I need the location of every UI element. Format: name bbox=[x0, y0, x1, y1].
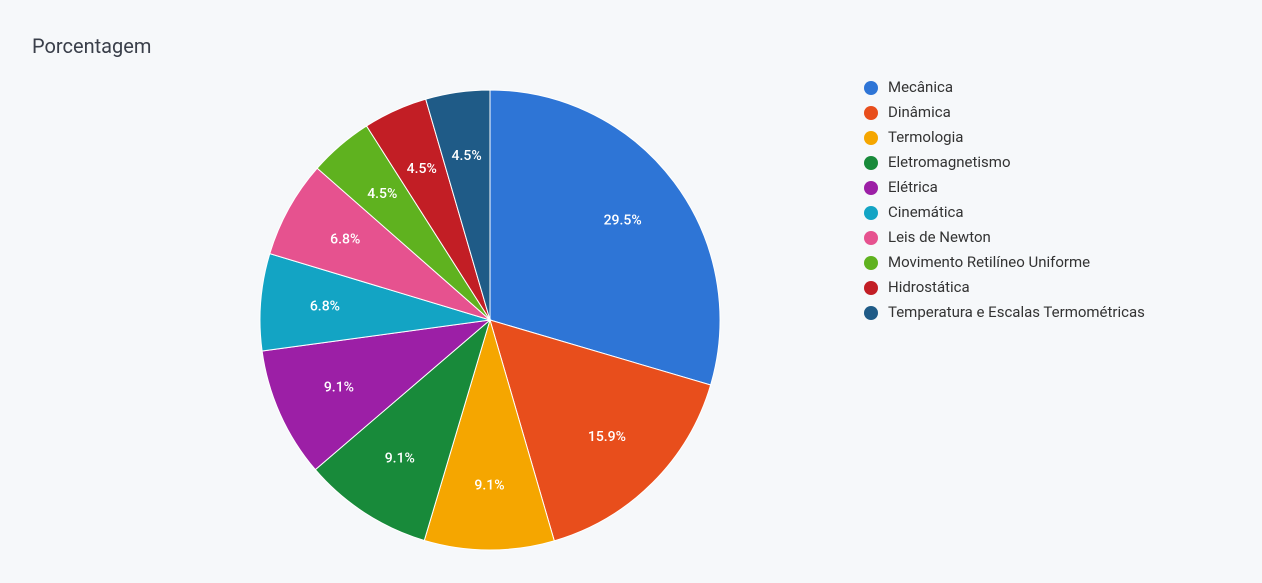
legend-item[interactable]: Dinâmica bbox=[864, 105, 1145, 120]
legend-item[interactable]: Eletromagnetismo bbox=[864, 155, 1145, 170]
legend-swatch bbox=[864, 131, 878, 145]
legend-label: Hidrostática bbox=[888, 280, 970, 295]
legend-item[interactable]: Cinemática bbox=[864, 205, 1145, 220]
slice-percent-label: 6.8% bbox=[330, 231, 360, 247]
legend-label: Leis de Newton bbox=[888, 230, 991, 245]
slice-percent-label: 15.9% bbox=[588, 429, 626, 445]
slice-percent-label: 4.5% bbox=[407, 161, 437, 177]
legend-swatch bbox=[864, 206, 878, 220]
slice-percent-label: 9.1% bbox=[385, 451, 415, 467]
legend-label: Elétrica bbox=[888, 180, 938, 195]
legend-item[interactable]: Hidrostática bbox=[864, 280, 1145, 295]
legend-label: Movimento Retilíneo Uniforme bbox=[888, 255, 1090, 270]
legend-item[interactable]: Movimento Retilíneo Uniforme bbox=[864, 255, 1145, 270]
legend-label: Temperatura e Escalas Termométricas bbox=[888, 305, 1145, 320]
legend-label: Eletromagnetismo bbox=[888, 155, 1011, 170]
legend-swatch bbox=[864, 281, 878, 295]
legend-item[interactable]: Temperatura e Escalas Termométricas bbox=[864, 305, 1145, 320]
legend-label: Dinâmica bbox=[888, 105, 951, 120]
legend-item[interactable]: Leis de Newton bbox=[864, 230, 1145, 245]
pie-chart: 29.5% 15.9% 9.1% 9.1% 9.1% 6.8% 6.8% 4.5% 4.5% 4.… bbox=[240, 70, 740, 574]
slice-percent-label: 4.5% bbox=[452, 148, 482, 164]
legend-swatch bbox=[864, 256, 878, 270]
slice-percent-label: 29.5% bbox=[604, 213, 642, 229]
slice-percent-label: 9.1% bbox=[474, 477, 504, 493]
legend-label: Cinemática bbox=[888, 205, 964, 220]
slice-percent-label: 6.8% bbox=[310, 299, 340, 315]
legend: Mecânica Dinâmica Termologia Eletromagnetis… bbox=[864, 80, 1145, 320]
legend-swatch bbox=[864, 106, 878, 120]
legend-item[interactable]: Mecânica bbox=[864, 80, 1145, 95]
slice-percent-label: 4.5% bbox=[367, 186, 397, 202]
legend-swatch bbox=[864, 156, 878, 170]
legend-swatch bbox=[864, 81, 878, 95]
legend-item[interactable]: Termologia bbox=[864, 130, 1145, 145]
legend-label: Mecânica bbox=[888, 80, 953, 95]
legend-label: Termologia bbox=[888, 130, 963, 145]
slice-percent-label: 9.1% bbox=[324, 380, 354, 396]
chart-title: Porcentagem bbox=[32, 34, 151, 58]
legend-swatch bbox=[864, 181, 878, 195]
legend-swatch bbox=[864, 231, 878, 245]
legend-item[interactable]: Elétrica bbox=[864, 180, 1145, 195]
legend-swatch bbox=[864, 306, 878, 320]
